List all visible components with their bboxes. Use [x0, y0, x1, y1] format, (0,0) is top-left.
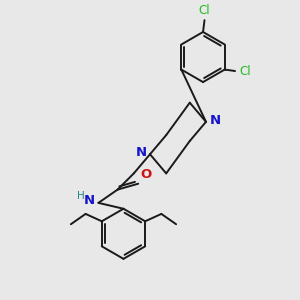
Text: N: N: [135, 146, 146, 159]
Text: Cl: Cl: [199, 4, 210, 17]
Text: O: O: [141, 168, 152, 182]
Text: H: H: [77, 191, 85, 201]
Text: N: N: [84, 194, 95, 207]
Text: Cl: Cl: [239, 64, 251, 77]
Text: N: N: [209, 114, 220, 127]
